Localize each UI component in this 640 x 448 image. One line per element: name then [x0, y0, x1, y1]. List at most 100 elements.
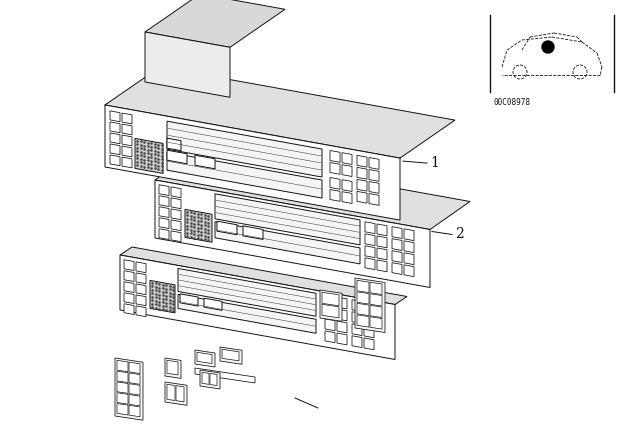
Polygon shape — [357, 315, 369, 327]
Polygon shape — [369, 169, 379, 181]
Polygon shape — [215, 194, 360, 245]
Polygon shape — [165, 358, 181, 379]
Polygon shape — [377, 260, 387, 272]
Polygon shape — [150, 280, 175, 313]
Polygon shape — [325, 319, 335, 331]
Polygon shape — [364, 314, 374, 326]
Polygon shape — [357, 303, 369, 315]
Polygon shape — [122, 135, 132, 146]
Polygon shape — [110, 111, 120, 122]
Polygon shape — [370, 294, 382, 306]
Polygon shape — [357, 168, 367, 179]
Polygon shape — [136, 284, 146, 295]
Polygon shape — [122, 113, 132, 124]
Polygon shape — [370, 282, 382, 294]
Polygon shape — [355, 278, 385, 332]
Polygon shape — [178, 294, 316, 333]
Polygon shape — [365, 258, 375, 270]
Polygon shape — [110, 133, 120, 144]
Polygon shape — [370, 317, 382, 329]
Polygon shape — [365, 246, 375, 258]
Polygon shape — [222, 349, 239, 361]
Polygon shape — [171, 198, 181, 209]
Polygon shape — [180, 294, 198, 306]
Polygon shape — [369, 181, 379, 194]
Polygon shape — [110, 155, 120, 166]
Polygon shape — [135, 138, 163, 173]
Polygon shape — [330, 190, 340, 201]
Polygon shape — [202, 372, 209, 384]
Polygon shape — [129, 362, 140, 374]
Circle shape — [542, 41, 554, 53]
Polygon shape — [185, 209, 212, 242]
Polygon shape — [197, 352, 212, 363]
Polygon shape — [330, 163, 340, 174]
Polygon shape — [325, 331, 335, 343]
Polygon shape — [171, 209, 181, 220]
Polygon shape — [364, 326, 374, 338]
Polygon shape — [337, 333, 347, 345]
Polygon shape — [243, 226, 263, 239]
Polygon shape — [357, 280, 369, 293]
Polygon shape — [159, 185, 169, 195]
Polygon shape — [129, 395, 140, 406]
Polygon shape — [342, 192, 352, 203]
Polygon shape — [364, 338, 374, 350]
Polygon shape — [392, 251, 402, 263]
Polygon shape — [176, 386, 184, 402]
Polygon shape — [377, 236, 387, 248]
Polygon shape — [120, 247, 407, 305]
Polygon shape — [365, 222, 375, 233]
Polygon shape — [167, 152, 322, 198]
Polygon shape — [124, 293, 134, 303]
Polygon shape — [357, 191, 367, 203]
Polygon shape — [352, 324, 362, 336]
Polygon shape — [159, 196, 169, 207]
Polygon shape — [124, 271, 134, 281]
Polygon shape — [178, 268, 316, 316]
Polygon shape — [136, 273, 146, 284]
Polygon shape — [115, 358, 143, 420]
Polygon shape — [357, 155, 367, 167]
Polygon shape — [167, 360, 178, 375]
Polygon shape — [364, 302, 374, 314]
Polygon shape — [159, 207, 169, 218]
Polygon shape — [145, 0, 285, 47]
Polygon shape — [352, 336, 362, 348]
Polygon shape — [215, 222, 360, 264]
Polygon shape — [122, 146, 132, 157]
Polygon shape — [159, 229, 169, 240]
Polygon shape — [217, 221, 237, 235]
Polygon shape — [124, 304, 134, 314]
Polygon shape — [320, 290, 342, 321]
Polygon shape — [370, 305, 382, 318]
Polygon shape — [117, 360, 128, 372]
Polygon shape — [159, 218, 169, 228]
Polygon shape — [117, 404, 128, 415]
Polygon shape — [171, 187, 181, 198]
Polygon shape — [136, 262, 146, 273]
Polygon shape — [117, 371, 128, 383]
Polygon shape — [337, 321, 347, 333]
Polygon shape — [377, 224, 387, 236]
Polygon shape — [404, 241, 414, 253]
Polygon shape — [365, 234, 375, 246]
Polygon shape — [120, 255, 395, 359]
Polygon shape — [392, 263, 402, 275]
Polygon shape — [110, 144, 120, 155]
Text: 00C08978: 00C08978 — [493, 98, 531, 107]
Polygon shape — [122, 157, 132, 168]
Polygon shape — [117, 393, 128, 404]
Polygon shape — [352, 312, 362, 323]
Polygon shape — [325, 295, 335, 307]
Text: 1: 1 — [430, 156, 439, 170]
Polygon shape — [195, 350, 215, 367]
Polygon shape — [342, 180, 352, 191]
Polygon shape — [105, 67, 455, 158]
Polygon shape — [124, 260, 134, 271]
Text: 3: 3 — [413, 263, 422, 277]
Polygon shape — [392, 239, 402, 250]
Polygon shape — [129, 383, 140, 395]
Polygon shape — [167, 121, 322, 177]
Polygon shape — [210, 374, 217, 386]
